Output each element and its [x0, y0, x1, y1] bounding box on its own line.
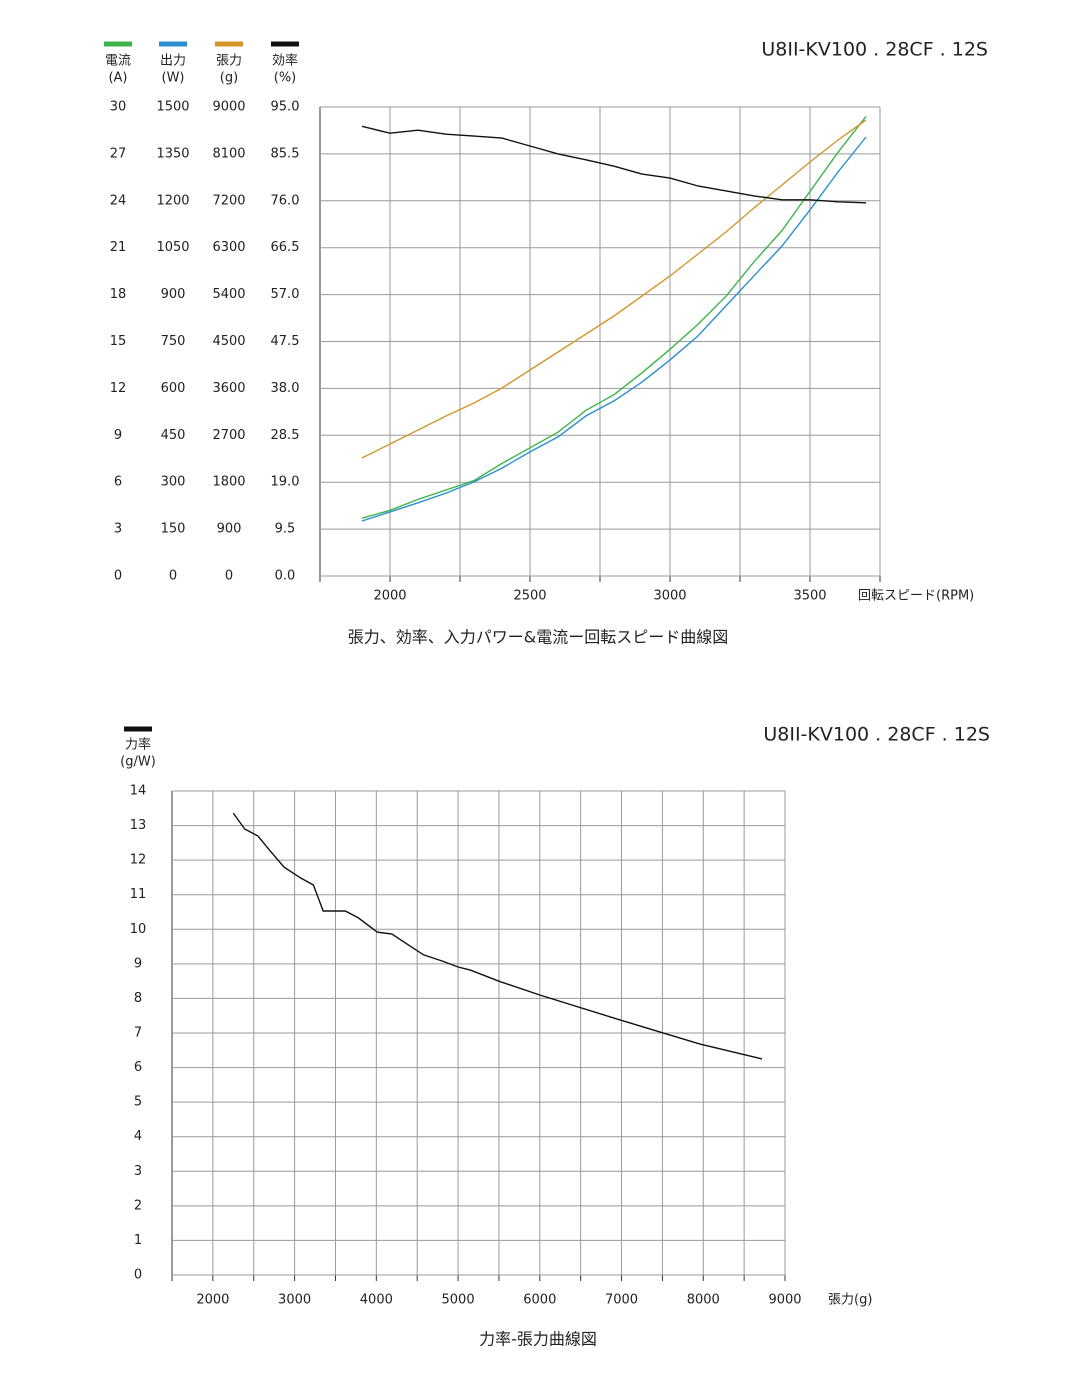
y-tick-label: 5: [134, 1095, 142, 1110]
x-tick-label: 3000: [653, 589, 686, 604]
y-tick-label: 9: [114, 428, 122, 443]
y-tick-label: 6: [134, 1060, 142, 1075]
axis-unit: (g/W): [120, 755, 156, 770]
axis-unit: (%): [274, 71, 297, 86]
y-tick-label: 8100: [212, 146, 245, 161]
y-tick-label: 21: [110, 240, 127, 255]
legend-swatch: [159, 41, 187, 47]
series-line: [232, 812, 763, 1060]
x-tick-label: 8000: [687, 1293, 720, 1308]
chart-caption: 力率-張力曲線図: [479, 1330, 597, 1349]
y-tick-label: 11: [130, 887, 147, 902]
y-tick-label: 7: [134, 1026, 142, 1041]
legend-label: 効率: [272, 53, 298, 69]
x-tick-label: 9000: [768, 1293, 801, 1308]
legend-label: 電流: [105, 54, 131, 69]
legend-label: 張力: [216, 54, 242, 69]
x-axis-label: 張力(g): [828, 1293, 872, 1308]
y-tick-label: 0: [225, 569, 233, 584]
y-tick-label: 900: [217, 522, 242, 537]
y-tick-label: 14: [130, 784, 147, 799]
y-tick-label: 300: [161, 475, 186, 490]
y-tick-label: 13: [130, 818, 147, 833]
y-tick-label: 30: [110, 100, 127, 115]
series-line: [361, 136, 867, 522]
y-tick-label: 0: [169, 569, 177, 584]
y-tick-label: 1800: [212, 475, 245, 490]
y-tick-label: 7200: [212, 193, 245, 208]
axis-unit: (A): [108, 71, 127, 86]
y-tick-label: 1200: [156, 193, 189, 208]
y-tick-label: 3600: [212, 381, 245, 396]
chart-caption: 張力、効率、入力パワー&電流ー回転スピード曲線図: [348, 628, 728, 647]
y-tick-label: 5400: [212, 287, 245, 302]
y-tick-label: 28.5: [271, 428, 300, 443]
y-tick-label: 6: [114, 475, 122, 490]
x-tick-label: 3000: [278, 1293, 311, 1308]
x-axis-label: 回転スピード(RPM): [858, 589, 974, 604]
y-tick-label: 9: [134, 956, 142, 971]
y-tick-label: 24: [110, 193, 127, 208]
y-tick-label: 76.0: [271, 193, 300, 208]
y-tick-label: 0: [114, 569, 122, 584]
y-tick-label: 6300: [212, 240, 245, 255]
legend-swatch: [104, 41, 132, 47]
chart-title: U8II-KV100 . 28CF . 12S: [761, 39, 988, 61]
y-tick-label: 15: [110, 334, 127, 349]
y-tick-label: 57.0: [271, 287, 300, 302]
y-tick-label: 3: [134, 1164, 142, 1179]
y-tick-label: 1350: [156, 146, 189, 161]
x-tick-label: 2000: [196, 1293, 229, 1308]
legend-swatch: [215, 41, 243, 47]
y-tick-label: 38.0: [271, 381, 300, 396]
y-tick-label: 19.0: [271, 475, 300, 490]
y-tick-label: 0.0: [275, 569, 296, 584]
y-tick-label: 27: [110, 146, 127, 161]
x-tick-label: 2000: [373, 589, 406, 604]
y-tick-label: 150: [161, 522, 186, 537]
y-tick-label: 18: [110, 287, 127, 302]
y-tick-label: 0: [134, 1268, 142, 1283]
y-tick-label: 450: [161, 428, 186, 443]
series-line: [361, 125, 867, 204]
series-line: [361, 119, 867, 459]
legend-swatch: [271, 41, 299, 47]
axis-unit: (W): [162, 71, 185, 86]
y-tick-label: 4: [134, 1129, 142, 1144]
y-tick-label: 600: [161, 381, 186, 396]
legend-swatch: [124, 726, 152, 732]
y-tick-label: 8: [134, 991, 142, 1006]
y-tick-label: 3: [114, 522, 122, 537]
y-tick-label: 12: [130, 853, 147, 868]
x-tick-label: 7000: [605, 1293, 638, 1308]
y-tick-label: 750: [161, 334, 186, 349]
y-tick-label: 12: [110, 381, 127, 396]
x-tick-label: 4000: [360, 1293, 393, 1308]
series-line: [361, 115, 867, 519]
y-tick-label: 66.5: [271, 240, 300, 255]
y-tick-label: 95.0: [271, 100, 300, 115]
y-tick-label: 1050: [156, 240, 189, 255]
legend-label: 力率: [125, 737, 151, 753]
y-tick-label: 10: [130, 922, 147, 937]
y-tick-label: 2700: [212, 428, 245, 443]
y-tick-label: 2: [134, 1198, 142, 1213]
axis-unit: (g): [220, 71, 238, 86]
y-tick-label: 1: [134, 1233, 142, 1248]
x-tick-label: 2500: [513, 589, 546, 604]
chart-title: U8II-KV100 . 28CF . 12S: [763, 724, 990, 746]
y-tick-label: 47.5: [271, 334, 300, 349]
y-tick-label: 1500: [156, 100, 189, 115]
legend-label: 出力: [160, 54, 186, 69]
y-tick-label: 9.5: [275, 522, 296, 537]
y-tick-label: 85.5: [271, 146, 300, 161]
x-tick-label: 5000: [442, 1293, 475, 1308]
y-tick-label: 900: [161, 287, 186, 302]
x-tick-label: 3500: [793, 589, 826, 604]
x-tick-label: 6000: [523, 1293, 556, 1308]
y-tick-label: 4500: [212, 334, 245, 349]
y-tick-label: 9000: [212, 100, 245, 115]
